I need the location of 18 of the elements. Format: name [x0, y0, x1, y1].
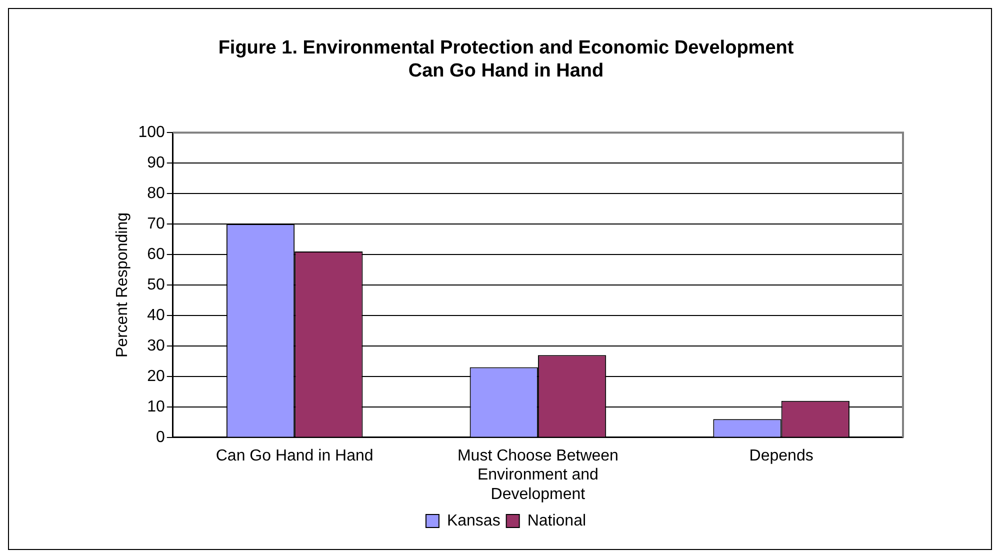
y-tick-label: 80: [147, 184, 165, 202]
y-tick-label: 0: [156, 428, 165, 446]
y-tick-label: 20: [147, 368, 165, 385]
legend-label: Kansas: [446, 512, 500, 530]
y-tick-label: 10: [147, 398, 165, 416]
x-tick-label: Must Choose Between Environment and Development: [457, 447, 618, 503]
y-tick-label: 100: [138, 124, 165, 142]
chart-title: Figure 1. Environmental Protection and Economic Development Can Go Hand in Hand: [218, 38, 794, 82]
legend-label: National: [527, 512, 586, 530]
y-tick-label: 60: [147, 246, 165, 263]
y-tick-label: 70: [147, 215, 165, 232]
y-tick-label: 50: [147, 276, 165, 294]
x-tick-label: Depends: [749, 447, 814, 464]
y-tick-label: 40: [147, 306, 165, 324]
x-tick-label: Can Go Hand in Hand: [216, 447, 374, 464]
y-tick-label: 30: [147, 337, 165, 354]
y-axis-title: Percent Responding: [114, 212, 132, 358]
y-tick-label: 90: [147, 154, 165, 172]
